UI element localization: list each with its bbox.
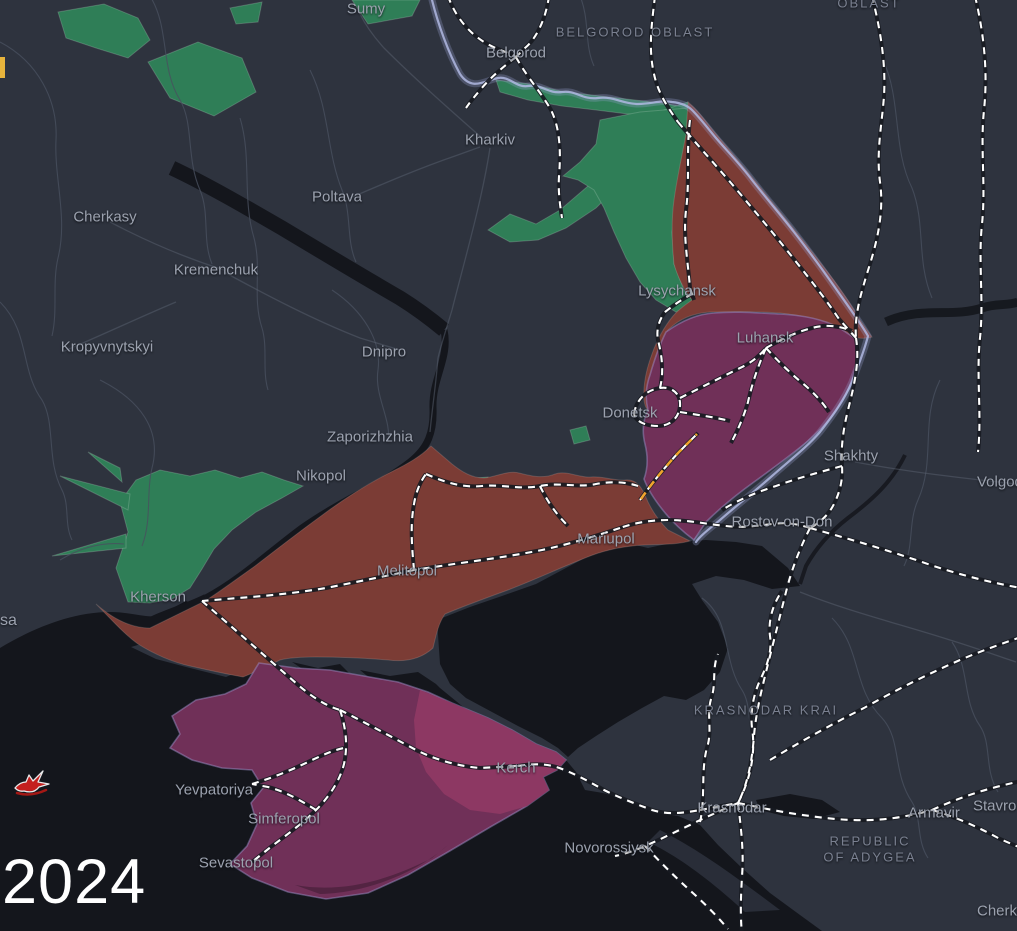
highway-dashes-path <box>539 485 569 527</box>
highway-casings-path <box>931 808 1017 849</box>
faint-roads-path <box>223 271 401 351</box>
highway-dashes-path <box>515 56 564 219</box>
highway-dashes-path <box>201 568 415 603</box>
highway-casings-path <box>809 337 860 530</box>
international-border <box>428 0 872 546</box>
highway-dashes-path <box>425 473 639 489</box>
highway-dashes-path <box>737 527 811 804</box>
highway-casings-path <box>973 0 988 453</box>
krasnodar-reservoir <box>756 794 840 819</box>
faint-roads-path <box>109 221 225 271</box>
highway-dashes-path <box>465 56 517 109</box>
dnipro-estuary <box>134 594 208 634</box>
highway-dashes-path <box>679 347 767 399</box>
admin-boundaries-path <box>0 301 73 541</box>
highway-dashes-path <box>413 527 621 572</box>
admin-boundaries-path <box>309 69 357 263</box>
highway-dashes-path <box>251 709 348 863</box>
highway-dashes-path <box>644 845 729 930</box>
highway-dashes-path <box>854 0 886 339</box>
highway-casings-path <box>853 0 887 339</box>
highway-dashes-path <box>721 464 843 511</box>
highway-dashes-path <box>201 600 341 712</box>
highway-casings-path <box>339 708 519 771</box>
yellow-edge-marker <box>0 57 5 78</box>
highway-casings-path <box>514 56 564 219</box>
highway-dashes-path <box>698 653 719 823</box>
admin-boundaries-path <box>951 641 999 793</box>
highway-dashes-path <box>737 801 933 822</box>
highway-dashes <box>201 0 1017 931</box>
highway-dashes-path <box>515 0 550 58</box>
highway-dashes-path <box>931 780 1017 811</box>
crimea-mountains-shade <box>295 845 448 894</box>
admin-boundaries-path <box>331 289 390 443</box>
highway-dashes-path <box>656 311 666 389</box>
admin-boundaries-path <box>580 0 595 67</box>
admin-boundaries-path <box>239 117 269 391</box>
highway-dashes-path <box>251 782 317 811</box>
highway-dashes-path <box>677 121 857 339</box>
highway-dashes-path <box>684 119 695 301</box>
faint-roads-path <box>854 461 1017 485</box>
highway-dashes-path <box>619 518 811 529</box>
faint-roads-path <box>437 147 491 359</box>
red-bird-logo-icon <box>14 770 50 796</box>
liberated-areas <box>51 0 695 604</box>
highway-dashes-path <box>448 0 517 58</box>
faint-roads <box>61 13 1017 663</box>
admin-boundaries <box>0 0 999 859</box>
faint-roads-path <box>359 13 483 139</box>
highway-dashes-path <box>765 324 853 349</box>
admin-boundaries-path <box>151 0 213 265</box>
highway-dashes-path <box>931 808 1017 848</box>
year-label: 2024 <box>2 847 147 917</box>
don-river <box>798 454 907 585</box>
highway-casings-path <box>514 0 551 59</box>
highway-dashes-path <box>679 410 731 423</box>
highway-casings-path <box>447 0 518 59</box>
black-sea <box>0 601 822 931</box>
highway-dashes-path <box>974 0 987 453</box>
admin-boundaries-path <box>59 543 125 561</box>
highway-dashes-path <box>649 0 679 123</box>
highway-dashes-path <box>251 746 345 786</box>
occupied-south <box>95 445 692 678</box>
highway-dashes-path <box>765 347 830 413</box>
sea-of-azov <box>437 540 800 757</box>
highway-dashes-path <box>730 347 767 444</box>
highway-casings-path <box>931 779 1017 812</box>
admin-boundaries-path <box>0 41 63 337</box>
contested-road-segment <box>639 433 698 500</box>
highway-casings-path <box>736 802 745 931</box>
highway-casings-path <box>768 636 1017 762</box>
highway-dashes-path <box>410 473 427 571</box>
highway-dashes-path <box>737 590 783 804</box>
border-line <box>430 0 870 544</box>
faint-roads-path <box>799 591 1017 663</box>
admin-boundaries-path <box>831 617 929 859</box>
highway-dashes-path <box>632 386 682 428</box>
kremenchuk-reservoir <box>168 161 449 336</box>
admin-boundaries-path <box>903 379 941 567</box>
faint-roads-path <box>349 146 481 199</box>
admin-boundaries-path <box>881 57 933 299</box>
highway-dashes-path <box>699 801 739 812</box>
highway-dashes-path <box>614 802 739 858</box>
faint-roads-path <box>429 357 439 433</box>
kerch-peninsula <box>414 690 566 814</box>
highway-dashes-path <box>517 763 701 815</box>
donbas-dnr-lnr <box>642 311 859 542</box>
faint-roads-path <box>61 301 177 353</box>
highway-dashes-path <box>809 526 1017 589</box>
caucasus-coast-shade <box>648 830 780 912</box>
admin-boundaries-path <box>99 379 155 547</box>
annexed-areas <box>168 311 859 900</box>
tsimlyansk-band <box>884 297 1017 327</box>
